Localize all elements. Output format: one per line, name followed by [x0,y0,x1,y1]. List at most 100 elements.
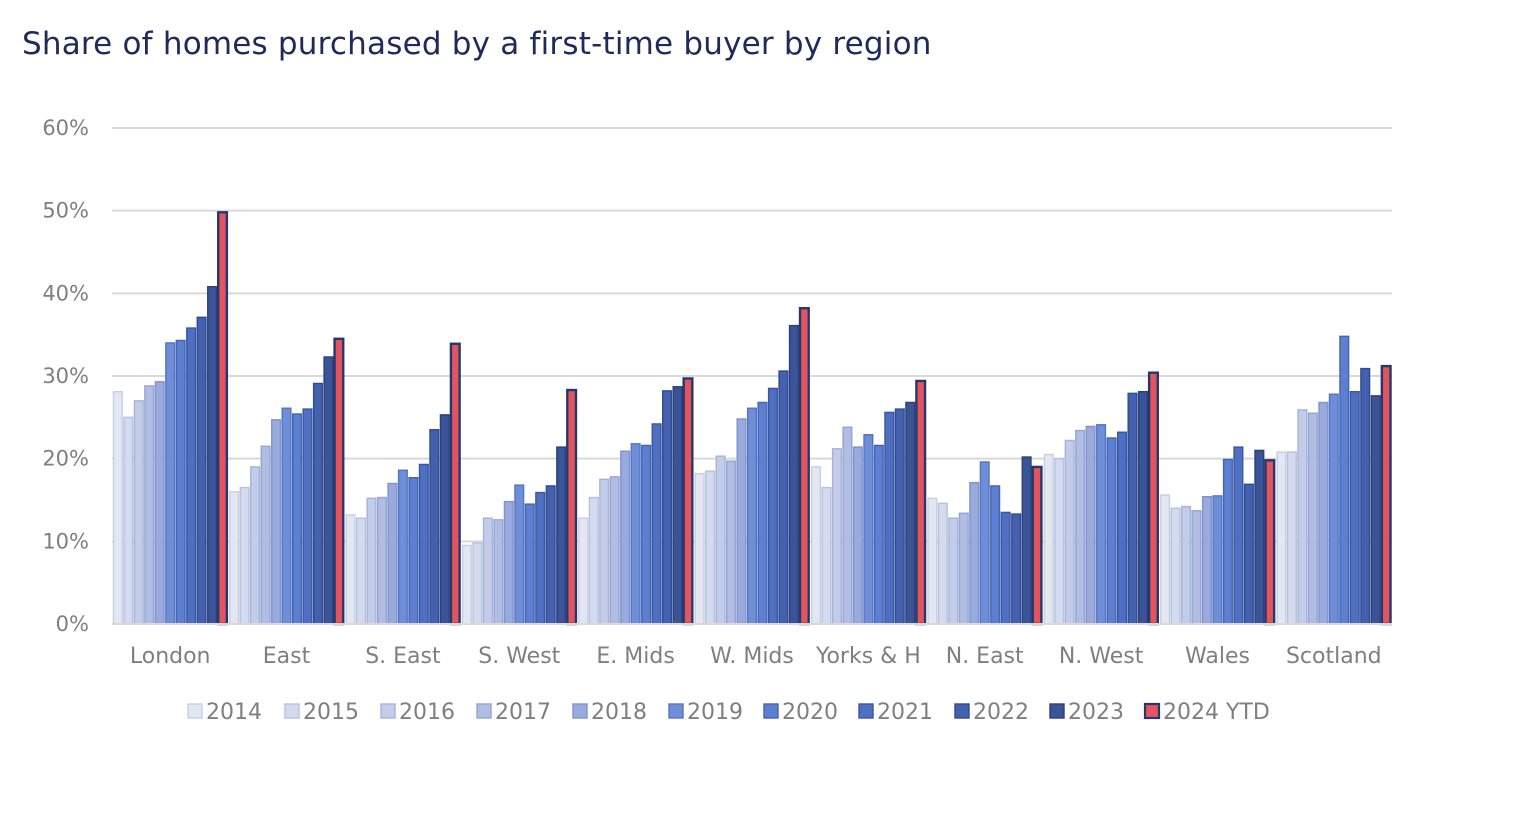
y-tick-label: 50% [42,199,89,223]
bar [1276,451,1287,625]
bar [186,327,197,625]
bar [1170,507,1181,625]
bar [1043,453,1054,625]
bar [1360,367,1371,625]
legend-label: 2020 [782,700,838,725]
bar [429,429,440,625]
bar [682,377,694,626]
y-tick-label: 20% [42,447,89,471]
legend-label: 2015 [303,700,359,725]
bar [271,419,282,625]
bar [1054,457,1065,625]
bar [302,408,313,625]
bar [1339,335,1350,625]
legend-label: 2022 [973,700,1029,725]
legend-swatch [954,703,970,719]
bar [894,408,905,625]
bar [1000,511,1011,625]
bar [1064,439,1075,625]
legend-swatch [572,703,588,719]
legend-label: 2019 [687,700,743,725]
y-tick-label: 10% [42,529,89,553]
bar [873,444,884,625]
bar [662,390,673,625]
bar [1286,451,1297,625]
legend-label: 2017 [495,700,551,725]
bar [915,379,927,626]
bar [726,460,737,625]
legend-label: 2016 [399,700,455,725]
bar [133,400,144,625]
x-category-label: E. Mids [596,644,674,669]
bar [641,444,652,625]
bar [651,423,662,625]
bar [1137,391,1149,625]
bar [323,356,334,625]
y-axis-tick-labels: 0% 10% 20% 30% 40% 50% 60% [42,116,89,636]
bar [291,413,303,625]
legend-label: 2014 [206,700,262,725]
bar [514,484,525,625]
bar [1349,391,1360,625]
legend-swatch [1049,703,1065,719]
bar [387,482,398,625]
bar [927,497,938,625]
bar [588,496,599,625]
bar [905,401,916,625]
bar [260,445,271,625]
bar [123,416,134,625]
x-category-label: Wales [1185,644,1250,669]
y-tick-label: 30% [42,364,89,388]
x-category-label: Yorks & H [815,644,921,669]
bar [408,476,419,625]
bar [482,517,493,625]
chart-title: Share of homes purchased by a first-time… [22,26,932,62]
x-category-label: N. West [1059,644,1144,669]
y-tick-label: 0% [56,612,89,636]
bar [1096,424,1107,625]
bar [831,448,842,625]
bar [1160,494,1171,625]
bar [990,485,1001,625]
bar [366,497,377,625]
y-tick-label: 40% [42,281,89,305]
bar [1307,412,1318,625]
bar [969,481,980,625]
bar [1085,425,1096,625]
bar [863,433,874,625]
bar [1021,456,1032,625]
x-category-label: East [263,644,311,669]
bar [355,517,367,625]
x-category-label: S. West [478,644,560,669]
bar [207,286,218,625]
bar [165,342,176,625]
bar [524,503,535,625]
x-category-label: S. East [365,644,441,669]
bar [1201,495,1213,625]
bar [672,386,683,625]
bar [1116,431,1128,625]
legend-swatch [858,703,874,719]
bar [578,517,589,625]
bar [239,486,250,625]
bar [1297,409,1308,625]
bar [1380,364,1392,626]
legend-label: 2024 YTD [1163,700,1270,725]
bar [1328,393,1339,625]
y-tick-label: 60% [42,116,89,140]
bar [852,446,863,625]
bar [842,426,853,625]
bar [609,476,620,625]
bar-series [112,211,1392,626]
bar [767,387,778,625]
bar [599,478,610,625]
bar [1075,429,1086,625]
bar [535,491,546,625]
legend-swatch [668,703,684,719]
bar [376,496,388,625]
legend: 2014 2015 2016 2017 2018 2019 2020 2021 2022 2023… [187,700,1270,725]
bar [1191,510,1202,625]
legend-swatch [476,703,492,719]
bar [798,307,810,626]
